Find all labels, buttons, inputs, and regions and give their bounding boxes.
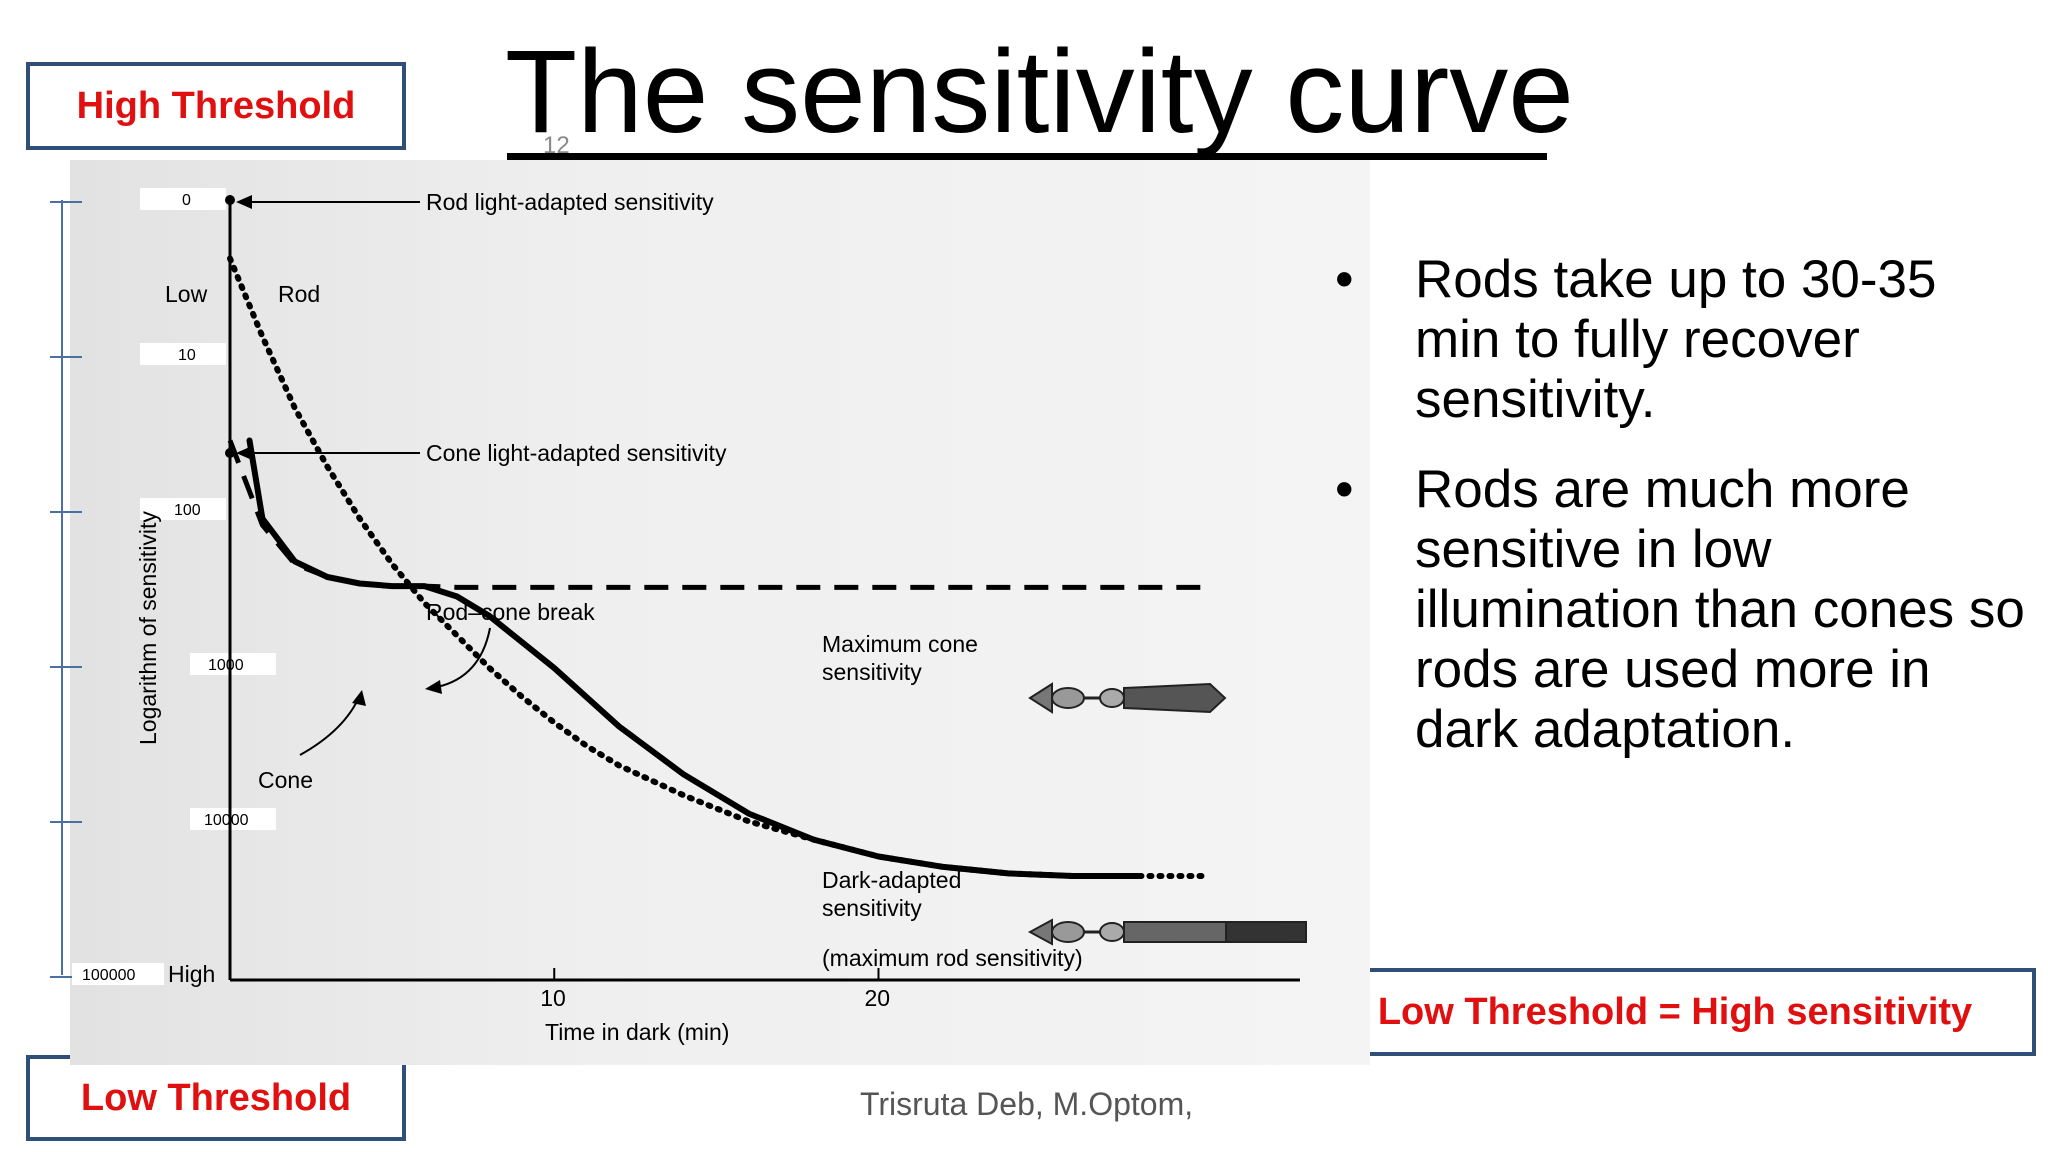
y-axis-word-bottom: High (168, 961, 215, 987)
high-threshold-box: High Threshold (26, 62, 406, 150)
rod-light-adapted-dot (225, 195, 235, 205)
threshold-tick-label: 0 (182, 192, 191, 209)
bullet-list: Rods take up to 30-35 min to fully recov… (1335, 250, 2035, 790)
cone-cell-illustration (1028, 682, 1227, 714)
x-tick-label: 10 (540, 985, 566, 1011)
y-axis-label: Logarithm of sensitivity (135, 511, 161, 745)
series-layer (227, 255, 1206, 879)
arrow-rod-cone-break (431, 627, 491, 689)
threshold-label-background (140, 188, 226, 210)
high-threshold-label: High Threshold (76, 84, 356, 127)
threshold-label-background (140, 343, 226, 365)
threshold-tick-label: 100 (174, 502, 201, 519)
slide-number: 12 (543, 132, 570, 159)
rod-cell-illustration (1027, 918, 1307, 946)
threshold-label-background (190, 653, 276, 675)
arrowhead-cone (352, 690, 366, 706)
series-line-dark-adapted-sensitivity (246, 437, 1141, 879)
threshold-tick-label: 10 (178, 347, 196, 364)
threshold-label-background (190, 808, 276, 830)
annot-cone: Cone (258, 767, 313, 793)
annot-rod-cone-break: Rod–cone break (426, 599, 595, 625)
arrowhead-cone-light-adapted (236, 446, 252, 460)
annot-max-cone-2: sensitivity (822, 659, 922, 685)
equation-label: Low Threshold = High sensitivity (1377, 990, 1973, 1033)
annot-rod: Rod (278, 281, 320, 307)
x-ticks: 10 20 (540, 968, 890, 1011)
bullet-item: Rods are much more sensitive in low illu… (1335, 460, 2035, 760)
title-underline (507, 153, 1547, 160)
annot-rod-light-adapted: Rod light-adapted sensitivity (426, 189, 714, 215)
threshold-tick-label: 1000 (208, 657, 244, 674)
arrowhead-rod-cone-break (425, 680, 442, 694)
footer-credit: Trisruta Deb, M.Optom, (860, 1086, 1194, 1122)
annot-dark-adapted-1: Dark-adapted (822, 867, 961, 893)
threshold-label-background (140, 498, 226, 520)
threshold-tick-label: 10000 (204, 812, 249, 829)
equation-box: Low Threshold = High sensitivity (1314, 968, 2036, 1056)
low-threshold-label: Low Threshold (80, 1076, 352, 1119)
arrow-cone (299, 694, 361, 756)
threshold-ticks: 0 10 100 1000 10000 100000 (50, 188, 276, 985)
y-axis-word-top: Low (165, 281, 208, 307)
annot-cone-light-adapted: Cone light-adapted sensitivity (426, 440, 727, 466)
x-tick-label: 20 (864, 985, 890, 1011)
x-axis-label: Time in dark (min) (545, 1019, 729, 1045)
annot-dark-adapted-2: sensitivity (822, 895, 922, 921)
annot-dark-adapted-3: (maximum rod sensitivity) (822, 945, 1083, 971)
annot-max-cone-1: Maximum cone (822, 631, 978, 657)
figure-background (70, 160, 1370, 1065)
threshold-label-background (72, 963, 164, 985)
arrowhead-rod-light-adapted (236, 195, 252, 209)
page-title: The sensitivity curve (505, 26, 1574, 158)
bullet-item: Rods take up to 30-35 min to fully recov… (1335, 250, 2035, 430)
cone-light-adapted-dot (225, 448, 235, 458)
series-line-rod (227, 255, 1206, 879)
low-threshold-box: Low Threshold (26, 1055, 406, 1141)
threshold-tick-label: 100000 (82, 967, 135, 984)
